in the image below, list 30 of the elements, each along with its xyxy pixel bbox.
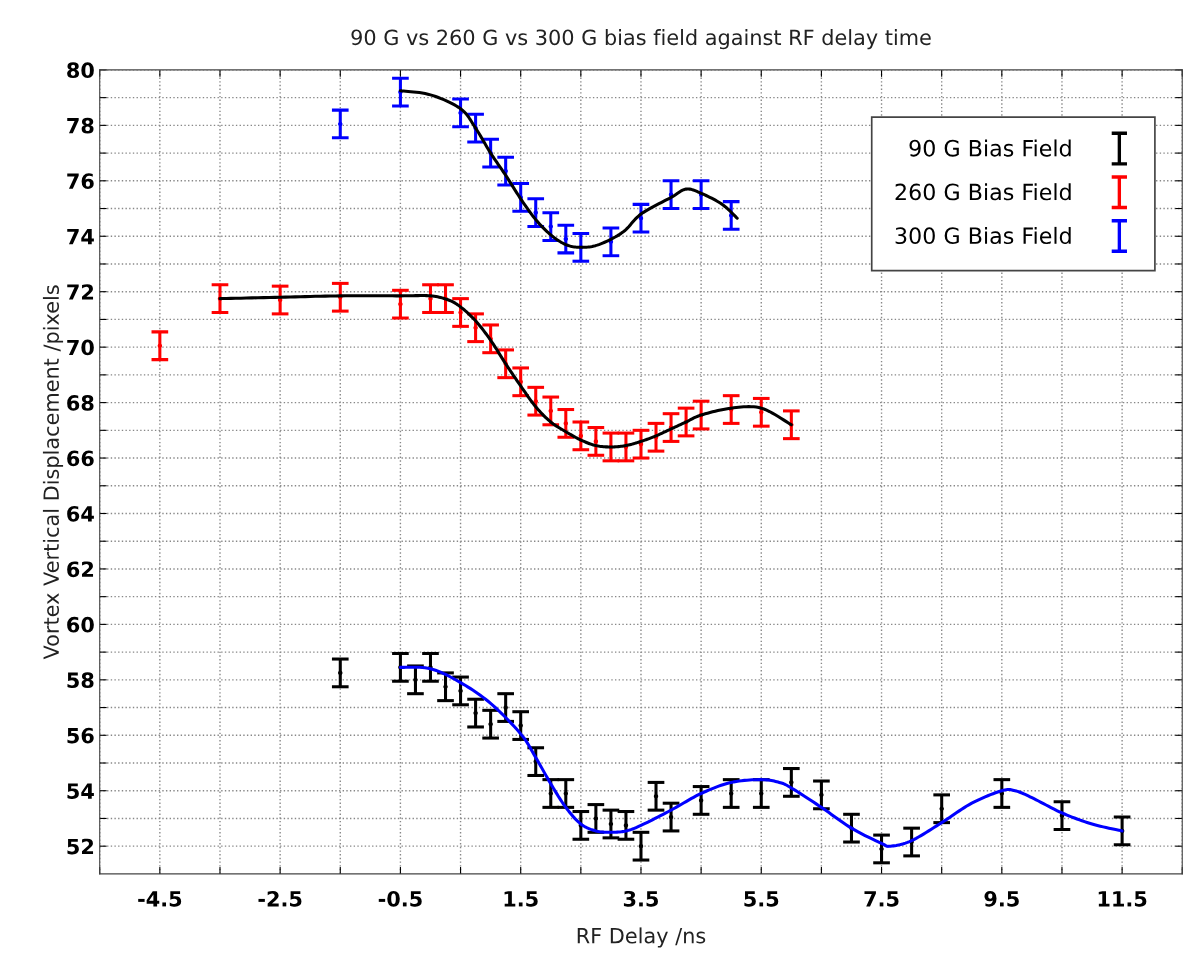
y-tick-label: 70 xyxy=(67,339,94,356)
y-axis-title: Vortex Vertical Displacement /pixels xyxy=(42,285,64,660)
chart-title: 90 G vs 260 G vs 300 G bias field against RF delay time xyxy=(351,29,931,50)
x-tick-label: 1.5 xyxy=(504,891,538,907)
x-tick-label: -0.5 xyxy=(378,890,422,907)
y-tick-label: 64 xyxy=(67,505,94,522)
y-tick-label: 78 xyxy=(67,117,94,134)
y-tick-label: 62 xyxy=(67,561,94,578)
x-tick-label: 11.5 xyxy=(1098,891,1147,907)
y-tick-label: 76 xyxy=(67,173,94,190)
y-tick-label: 60 xyxy=(67,616,94,633)
x-axis-title: RF Delay /ns xyxy=(577,927,706,948)
y-tick-label: 66 xyxy=(67,450,94,467)
y-tick-label: 56 xyxy=(67,727,94,744)
legend-label: 300 G Bias Field xyxy=(895,226,1071,245)
x-tick-label: 5.5 xyxy=(744,891,779,907)
y-tick-label: 74 xyxy=(67,228,94,245)
y-tick-label: 72 xyxy=(67,284,94,300)
legend-label: 260 G Bias Field xyxy=(895,183,1071,201)
y-tick-label: 58 xyxy=(67,672,94,689)
x-tick-label: 7.5 xyxy=(864,891,899,907)
x-tick-label: 3.5 xyxy=(623,890,658,907)
y-tick-label: 52 xyxy=(67,838,94,855)
y-tick-label: 80 xyxy=(67,62,94,79)
x-tick-label: -4.5 xyxy=(138,891,182,907)
y-tick-label: 68 xyxy=(67,395,94,411)
y-tick-label: 54 xyxy=(67,783,94,799)
legend-label: 90 G Bias Field xyxy=(909,139,1071,157)
x-tick-label: -2.5 xyxy=(258,890,302,907)
x-tick-label: 9.5 xyxy=(984,890,1019,907)
